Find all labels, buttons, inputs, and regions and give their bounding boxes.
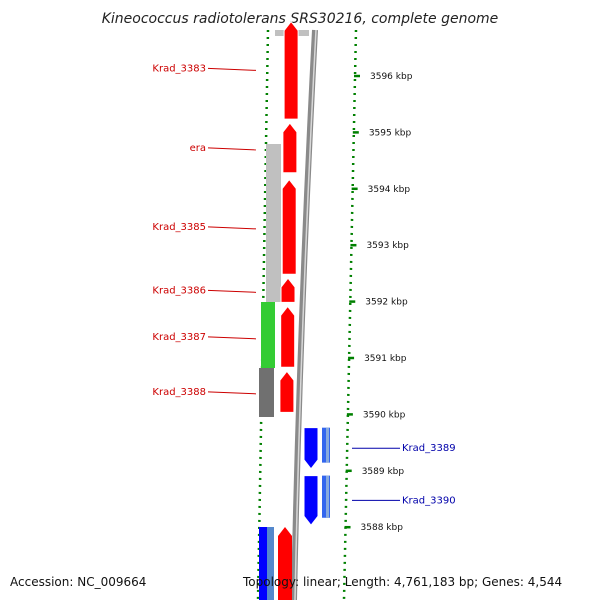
- gene-label: Krad_3386: [152, 285, 206, 296]
- gene-label: Krad_3383: [152, 63, 206, 74]
- kbp-label: 3596 kbp: [370, 72, 413, 82]
- gene-leader-line: [207, 147, 257, 151]
- gene-leader-line: [207, 67, 257, 71]
- kbp-label: 3589 kbp: [362, 467, 405, 477]
- gene-arrow: [280, 277, 296, 303]
- gene-leader-line: [207, 226, 257, 230]
- operon-blue-bar: [259, 527, 267, 600]
- kbp-scale: 3596 kbp 3595 kbp 3594 kbp 3593 kbp 3592 kbp…: [344, 72, 413, 533]
- operon-lightblue-bar: [267, 527, 274, 600]
- gene-arrow: [280, 305, 296, 368]
- gene-leader-line: [207, 391, 257, 395]
- gene-leader-line: [207, 289, 257, 293]
- gene-arrow: [283, 20, 299, 120]
- gene-label: Krad_3390: [402, 495, 456, 506]
- topology-text: Topology: linear; Length: 4,761,183 bp; …: [242, 575, 562, 589]
- map-title: Kineococcus radiotolerans SRS30216, comp…: [102, 11, 499, 27]
- gene-arrow: [282, 122, 298, 174]
- gene-arrows: [279, 20, 330, 527]
- kbp-label: 3588 kbp: [361, 523, 404, 533]
- gene-side-strip-highlight: [326, 475, 329, 518]
- gene-label: era: [190, 143, 206, 154]
- gene-label: Krad_3387: [152, 332, 206, 343]
- genome-backbone: [291, 29, 318, 600]
- operon-green-bar: [261, 302, 275, 368]
- gene-label: Krad_3388: [152, 387, 206, 398]
- operon-column-bottom: [259, 527, 274, 600]
- gene-label: Krad_3389: [402, 443, 456, 454]
- right-tick-ruler: [342, 29, 358, 600]
- gene-arrow: [303, 427, 319, 470]
- bottom-partial-gene-arrow: [278, 527, 292, 600]
- genome-backbone-highlight: [294, 29, 317, 600]
- gene-leader-line: [207, 336, 257, 340]
- operon-light-gray-bar: [266, 144, 281, 302]
- accession-text: Accession: NC_009664: [10, 575, 146, 589]
- gene-side-strip-highlight: [326, 427, 329, 463]
- kbp-label: 3590 kbp: [363, 410, 406, 420]
- operon-column-top: [259, 144, 281, 417]
- kbp-label: 3591 kbp: [364, 354, 407, 364]
- kbp-label: 3594 kbp: [368, 185, 411, 195]
- kbp-label: 3593 kbp: [366, 241, 409, 251]
- kbp-label: 3595 kbp: [369, 128, 412, 138]
- gene-arrow: [303, 475, 319, 527]
- operon-dark-gray-bar: [259, 368, 274, 417]
- kbp-label: 3592 kbp: [365, 298, 408, 308]
- gene-arrow: [279, 370, 295, 413]
- gene-label: Krad_3385: [152, 222, 206, 233]
- gene-arrow: [281, 178, 297, 275]
